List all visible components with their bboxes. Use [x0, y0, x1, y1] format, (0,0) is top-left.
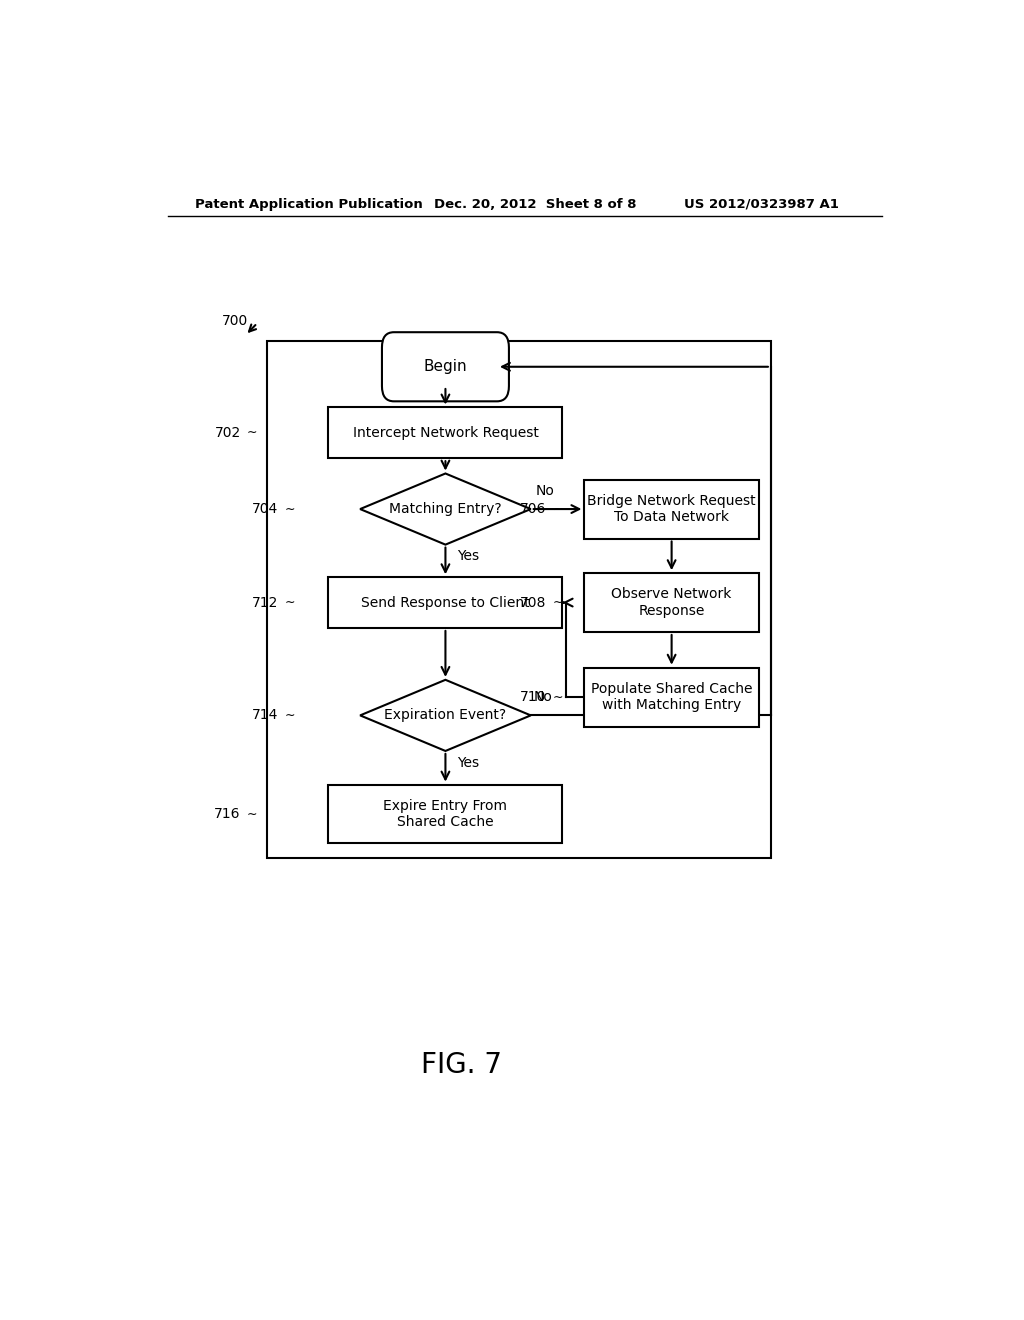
- Text: 706: 706: [520, 502, 546, 516]
- Polygon shape: [360, 680, 530, 751]
- Text: Matching Entry?: Matching Entry?: [389, 502, 502, 516]
- Text: ∼: ∼: [553, 503, 563, 516]
- Bar: [585, 668, 759, 726]
- Text: 716: 716: [214, 807, 241, 821]
- Text: Intercept Network Request: Intercept Network Request: [352, 426, 539, 440]
- Bar: [329, 577, 562, 628]
- Text: Yes: Yes: [457, 755, 479, 770]
- Text: ∼: ∼: [285, 503, 295, 516]
- Text: 708: 708: [520, 595, 546, 610]
- Text: No: No: [534, 690, 552, 704]
- Text: ∼: ∼: [553, 690, 563, 704]
- Bar: [267, 342, 771, 858]
- Text: Send Response to Client: Send Response to Client: [361, 595, 529, 610]
- Polygon shape: [360, 474, 530, 545]
- Text: ∼: ∼: [553, 597, 563, 609]
- Bar: [329, 784, 562, 843]
- Text: No: No: [536, 483, 554, 498]
- Bar: [585, 479, 759, 539]
- Text: ∼: ∼: [247, 808, 258, 821]
- Text: Populate Shared Cache
with Matching Entry: Populate Shared Cache with Matching Entr…: [591, 682, 753, 713]
- Text: Bridge Network Request
To Data Network: Bridge Network Request To Data Network: [588, 494, 756, 524]
- Text: US 2012/0323987 A1: US 2012/0323987 A1: [684, 198, 839, 211]
- Text: 700: 700: [221, 314, 248, 329]
- Text: Dec. 20, 2012  Sheet 8 of 8: Dec. 20, 2012 Sheet 8 of 8: [433, 198, 636, 211]
- Text: ∼: ∼: [247, 426, 258, 440]
- Text: Expiration Event?: Expiration Event?: [384, 709, 507, 722]
- Text: FIG. 7: FIG. 7: [421, 1051, 502, 1078]
- Text: ∼: ∼: [285, 709, 295, 722]
- Bar: [329, 408, 562, 458]
- Text: Begin: Begin: [424, 359, 467, 375]
- Text: Observe Network
Response: Observe Network Response: [611, 587, 732, 618]
- Text: 714: 714: [252, 709, 278, 722]
- Text: Yes: Yes: [457, 549, 479, 562]
- Text: ∼: ∼: [285, 597, 295, 609]
- Text: Patent Application Publication: Patent Application Publication: [196, 198, 423, 211]
- Text: 704: 704: [252, 502, 278, 516]
- Text: Expire Entry From
Shared Cache: Expire Entry From Shared Cache: [383, 799, 508, 829]
- Text: 702: 702: [214, 426, 241, 440]
- Text: 710: 710: [520, 690, 546, 704]
- Text: 712: 712: [252, 595, 278, 610]
- Bar: [585, 573, 759, 632]
- FancyBboxPatch shape: [382, 333, 509, 401]
